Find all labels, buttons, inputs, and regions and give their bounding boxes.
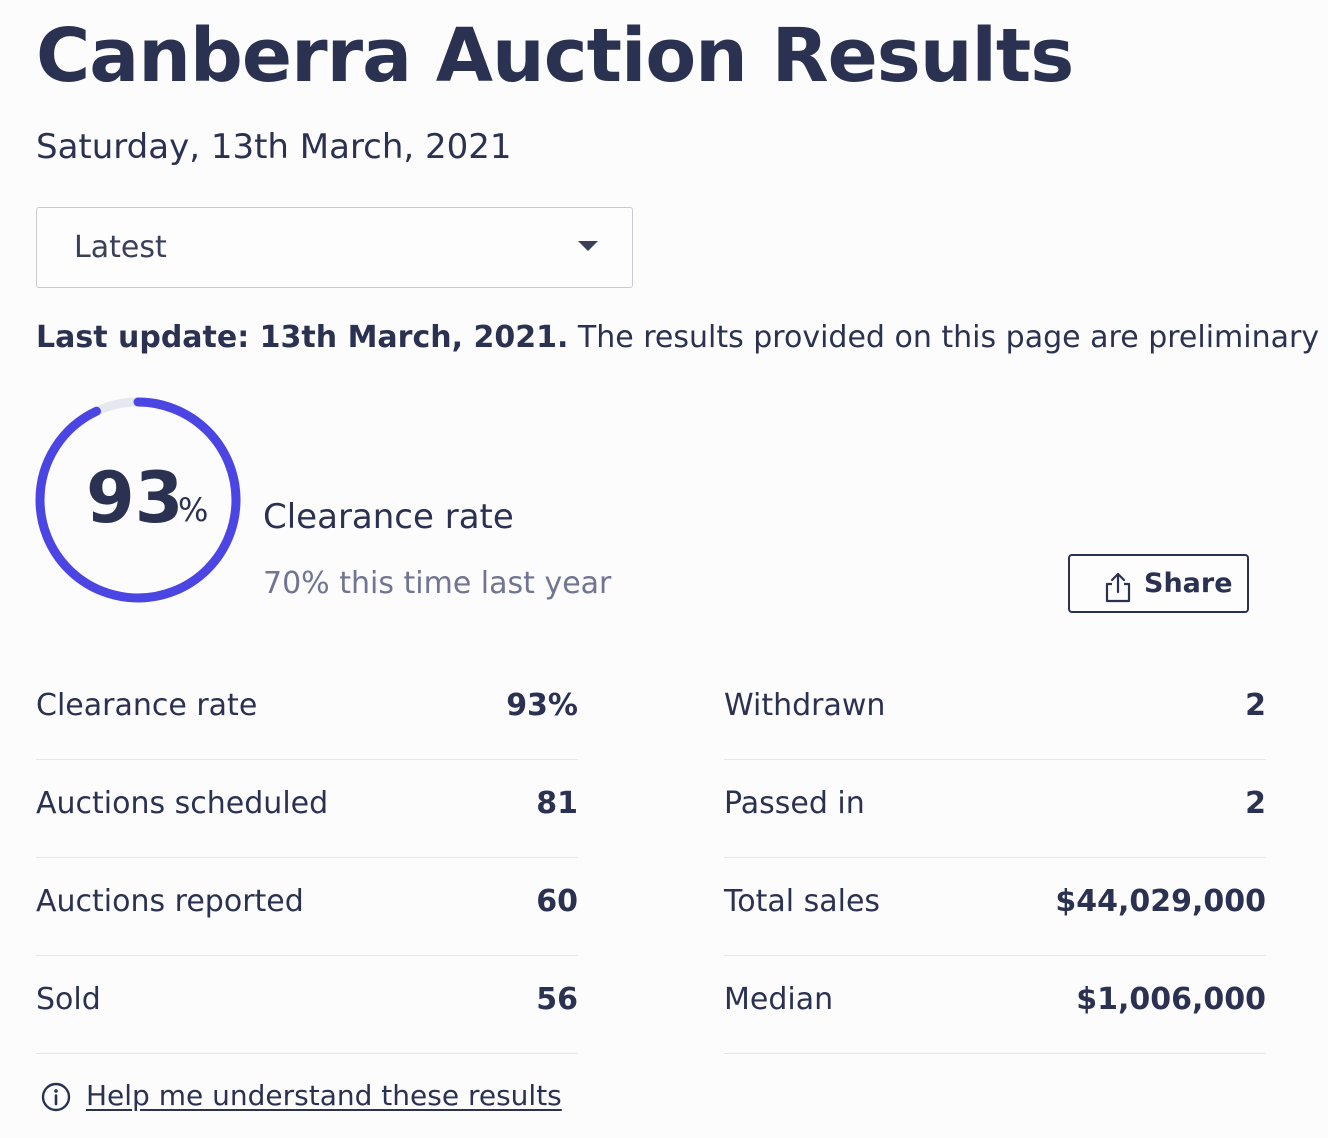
- last-update-label: Last update: 13th March, 2021.: [36, 320, 569, 355]
- stat-row-total-sales: Total sales $44,029,000: [724, 858, 1266, 956]
- clearance-rate-number: 93: [86, 457, 184, 539]
- stat-value: 2: [1245, 786, 1266, 821]
- stat-row-median: Median $1,006,000: [724, 956, 1266, 1054]
- stat-value: 2: [1245, 688, 1266, 723]
- help-link-text: Help me understand these results: [86, 1079, 562, 1112]
- share-icon: [1105, 572, 1131, 603]
- stat-value: 81: [536, 786, 578, 821]
- stat-value: $44,029,000: [1055, 884, 1266, 919]
- stat-value: 56: [536, 982, 578, 1017]
- gauge-fill: [35, 397, 241, 603]
- stat-label: Withdrawn: [724, 688, 886, 723]
- stat-value: 60: [536, 884, 578, 919]
- dropdown-selected-value: Latest: [74, 230, 167, 265]
- stat-value: 93%: [506, 688, 578, 723]
- stat-row-passed-in: Passed in 2: [724, 760, 1266, 858]
- last-update-notice: Last update: 13th March, 2021. The resul…: [36, 318, 1328, 358]
- clearance-rate-gauge: [35, 397, 241, 603]
- stat-label: Sold: [36, 982, 101, 1017]
- results-date: Saturday, 13th March, 2021: [36, 127, 512, 167]
- stat-label: Median: [724, 982, 834, 1017]
- stat-row-auctions-reported: Auctions reported 60: [36, 858, 578, 956]
- stat-row-sold: Sold 56: [36, 956, 578, 1054]
- stat-label: Auctions scheduled: [36, 786, 329, 821]
- clearance-rate-unit: %: [178, 491, 209, 529]
- page-title: Canberra Auction Results: [36, 13, 1074, 99]
- last-update-text: The results provided on this page are pr…: [577, 320, 1328, 355]
- share-button[interactable]: Share: [1068, 554, 1249, 613]
- stat-row-clearance-rate: Clearance rate 93%: [36, 662, 578, 760]
- clearance-rate-label: Clearance rate: [263, 497, 514, 537]
- results-period-dropdown[interactable]: Latest: [36, 207, 633, 288]
- stat-label: Clearance rate: [36, 688, 258, 723]
- chevron-down-icon: [578, 241, 598, 251]
- stat-row-auctions-scheduled: Auctions scheduled 81: [36, 760, 578, 858]
- stat-label: Passed in: [724, 786, 865, 821]
- info-icon: [41, 1082, 71, 1112]
- stat-row-withdrawn: Withdrawn 2: [724, 662, 1266, 760]
- stat-label: Total sales: [724, 884, 881, 919]
- stat-label: Auctions reported: [36, 884, 304, 919]
- share-label: Share: [1144, 568, 1233, 599]
- stat-value: $1,006,000: [1076, 982, 1266, 1017]
- clearance-rate-comparison: 70% this time last year: [263, 566, 612, 601]
